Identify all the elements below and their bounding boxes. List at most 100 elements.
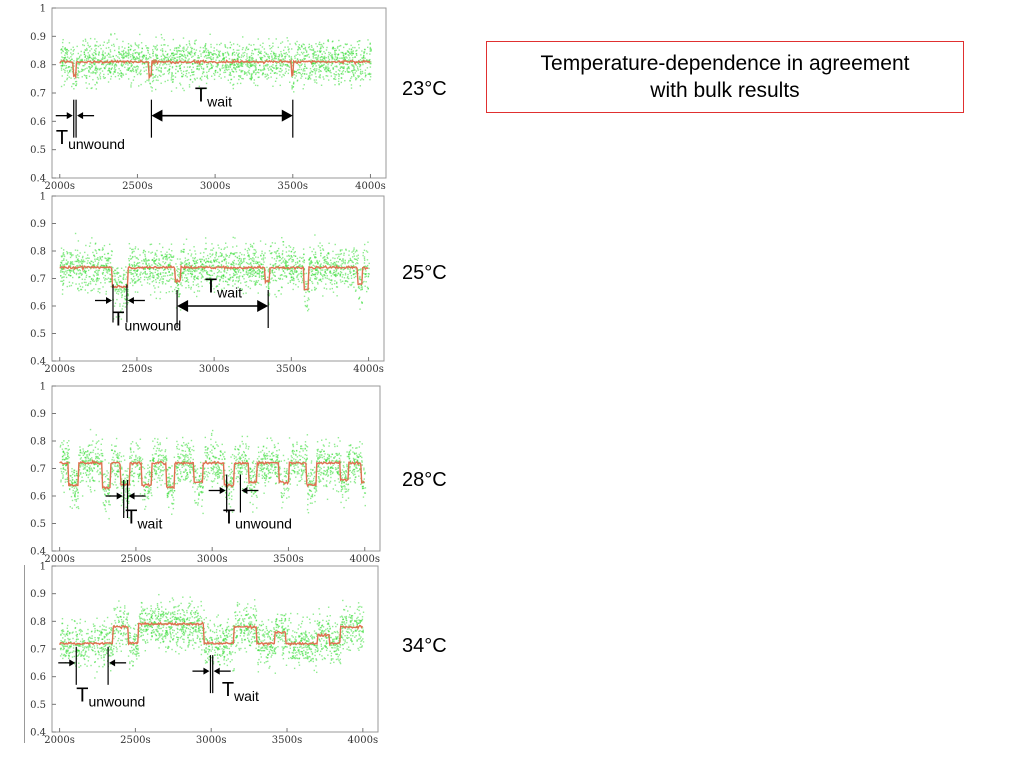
raw-data-point: [363, 249, 366, 251]
raw-data-point: [166, 251, 168, 253]
raw-data-point: [356, 255, 358, 257]
raw-data-point: [212, 264, 215, 266]
raw-data-point: [311, 74, 313, 76]
raw-data-point: [238, 56, 241, 58]
raw-data-point: [281, 253, 284, 256]
raw-data-point: [303, 84, 305, 86]
raw-data-point: [251, 72, 253, 75]
raw-data-point: [333, 264, 335, 266]
raw-data-point: [313, 248, 315, 250]
raw-data-point: [145, 263, 147, 266]
raw-data-point: [60, 481, 62, 483]
raw-data-point: [185, 238, 188, 240]
raw-data-point: [300, 276, 303, 278]
raw-data-point: [116, 271, 119, 274]
raw-data-point: [277, 470, 279, 473]
raw-data-point: [295, 54, 297, 56]
raw-data-point: [309, 277, 312, 279]
raw-data-point: [209, 255, 212, 258]
raw-data-point: [216, 271, 219, 274]
raw-data-point: [297, 286, 299, 288]
raw-data-point: [238, 69, 241, 71]
raw-data-point: [103, 490, 106, 492]
raw-data-point: [105, 263, 107, 265]
raw-data-point: [291, 86, 293, 89]
raw-data-point: [76, 74, 78, 76]
raw-data-point: [355, 78, 357, 81]
raw-data-point: [257, 261, 259, 263]
raw-data-point: [246, 460, 249, 462]
raw-data-point: [71, 282, 74, 284]
raw-data-point: [281, 65, 283, 67]
raw-data-point: [349, 269, 351, 271]
raw-data-point: [238, 52, 240, 55]
raw-data-point: [164, 268, 166, 271]
raw-data-point: [104, 274, 106, 277]
raw-data-point: [200, 258, 202, 261]
raw-data-point: [358, 47, 360, 49]
raw-data-point: [93, 267, 95, 269]
raw-data-point: [345, 248, 347, 250]
smoothed-trace-line: [59, 264, 369, 291]
raw-data-point: [178, 268, 180, 270]
raw-data-point: [104, 504, 106, 507]
raw-data-point: [164, 50, 167, 53]
raw-data-point: [338, 255, 340, 258]
raw-data-point: [253, 471, 255, 473]
raw-data-point: [258, 283, 261, 285]
raw-data-point: [341, 51, 344, 54]
x-tick-label: 2500s: [122, 181, 153, 192]
raw-data-point: [173, 279, 176, 281]
raw-data-point: [196, 295, 198, 298]
raw-data-point: [312, 49, 315, 52]
raw-data-point: [84, 56, 86, 58]
raw-data-point: [155, 54, 157, 57]
raw-data-point: [272, 64, 274, 66]
raw-data-point: [115, 465, 117, 468]
raw-data-point: [259, 56, 261, 59]
raw-data-point: [180, 282, 182, 284]
raw-data-point: [353, 75, 355, 77]
raw-data-point: [183, 243, 185, 245]
raw-data-point: [149, 278, 151, 280]
raw-data-point: [138, 59, 141, 61]
raw-data-point: [94, 38, 96, 40]
raw-data-point: [76, 480, 78, 483]
raw-data-point: [129, 56, 132, 58]
raw-data-point: [173, 456, 176, 459]
raw-data-point: [180, 263, 182, 265]
raw-data-point: [208, 274, 210, 276]
raw-data-point: [146, 73, 148, 75]
raw-data-point: [239, 264, 242, 266]
raw-data-point: [344, 491, 347, 493]
raw-data-point: [134, 272, 136, 274]
raw-data-point: [193, 48, 195, 51]
raw-data-point: [249, 77, 252, 80]
raw-data-point: [319, 70, 322, 72]
raw-data-point: [88, 245, 91, 247]
raw-data-point: [320, 273, 322, 275]
raw-data-point: [171, 71, 173, 74]
raw-data-point: [171, 250, 173, 252]
raw-data-point: [302, 456, 304, 459]
raw-data-point: [149, 268, 151, 271]
raw-data-point: [336, 57, 339, 59]
raw-data-point: [160, 474, 163, 477]
raw-data-point: [243, 278, 245, 280]
raw-data-point: [248, 276, 250, 278]
raw-data-point: [251, 275, 254, 278]
raw-data-point: [324, 277, 327, 279]
raw-data-point: [311, 502, 313, 504]
raw-data-point: [340, 265, 343, 268]
raw-data-point: [154, 453, 156, 455]
raw-data-point: [187, 59, 189, 61]
raw-data-point: [190, 272, 192, 275]
raw-data-point: [129, 282, 132, 284]
raw-data-point: [341, 66, 344, 68]
raw-data-point: [153, 291, 156, 293]
raw-data-point: [169, 49, 172, 51]
raw-data-point: [164, 482, 166, 485]
raw-data-point: [115, 272, 117, 275]
raw-data-point: [135, 274, 138, 277]
raw-data-point: [252, 257, 254, 259]
